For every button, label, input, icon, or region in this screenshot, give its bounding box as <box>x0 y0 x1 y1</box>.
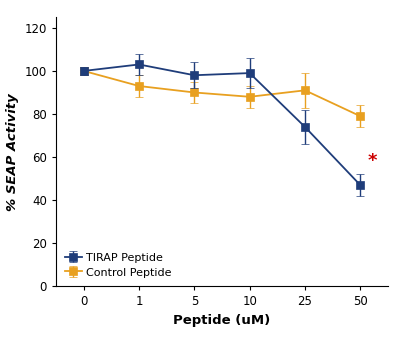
Legend: TIRAP Peptide, Control Peptide: TIRAP Peptide, Control Peptide <box>62 250 175 281</box>
Y-axis label: % SEAP Activity: % SEAP Activity <box>6 93 19 211</box>
Text: *: * <box>368 152 377 170</box>
X-axis label: Peptide (uM): Peptide (uM) <box>173 314 271 327</box>
